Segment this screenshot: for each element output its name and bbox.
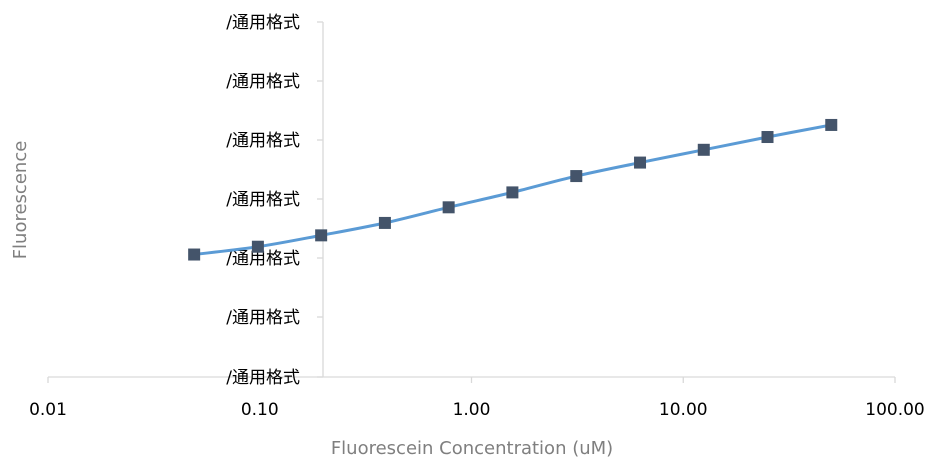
data-point-marker <box>761 131 774 144</box>
series-points-group <box>188 118 838 261</box>
data-point-marker <box>442 201 455 214</box>
y-tick-label: /通用格式 <box>226 249 300 269</box>
data-point-marker <box>697 143 710 156</box>
x-tick-label: 10.00 <box>659 400 708 420</box>
y-tick-label: /通用格式 <box>226 190 300 210</box>
x-axis-title: Fluorescein Concentration (uM) <box>331 438 613 459</box>
x-tick-label: 100.00 <box>865 400 924 420</box>
x-tick-label: 0.01 <box>29 400 67 420</box>
data-point-marker <box>251 240 264 253</box>
x-tick-label: 0.10 <box>241 400 279 420</box>
y-tick-label: /通用格式 <box>226 131 300 151</box>
data-point-marker <box>378 216 391 229</box>
data-point-marker <box>315 229 328 242</box>
y-tick-label: /通用格式 <box>226 13 300 33</box>
data-point-marker <box>825 118 838 131</box>
data-point-marker <box>188 248 201 261</box>
y-tick-label: /通用格式 <box>226 72 300 92</box>
data-point-marker <box>634 156 647 169</box>
y-axis-ticks: /通用格式/通用格式/通用格式/通用格式/通用格式/通用格式/通用格式 <box>226 13 323 388</box>
x-axis-ticks: 0.01 0.10 1.00 10.00 100.00 <box>29 377 925 420</box>
y-axis-title: Fluorescence <box>10 141 31 260</box>
data-point-marker <box>506 186 519 199</box>
data-point-marker <box>570 170 583 183</box>
axes <box>48 22 895 378</box>
y-tick-label: /通用格式 <box>226 308 300 328</box>
x-tick-label: 1.00 <box>453 400 491 420</box>
y-tick-label: /通用格式 <box>226 368 300 388</box>
